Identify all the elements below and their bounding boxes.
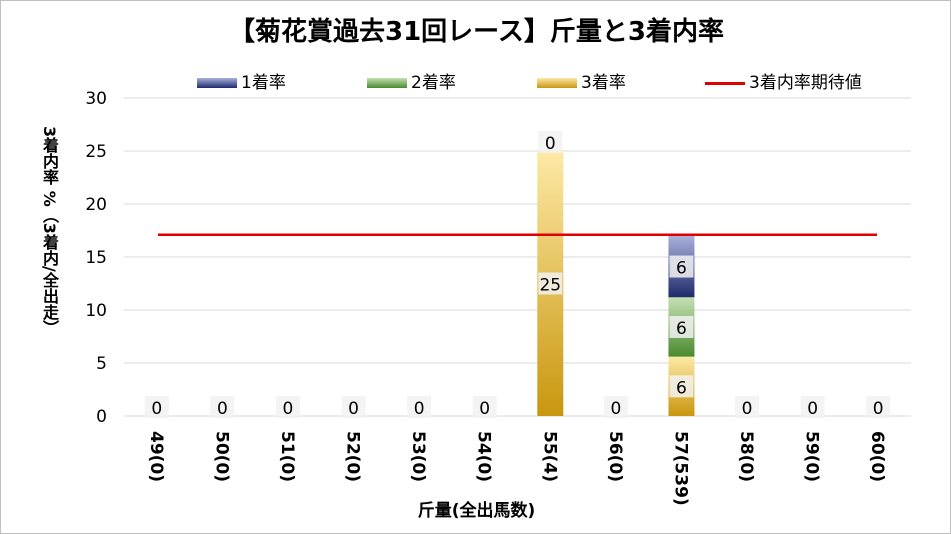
x-tick-label-56(0): 56(0) [605, 431, 625, 482]
data-label-bg-2着率-55(4) [538, 131, 563, 153]
data-label-3着率-58(0): 0 [742, 399, 753, 419]
y-tick-label-0: 0 [96, 407, 107, 427]
data-label-2着率-55(4): 0 [545, 134, 556, 154]
data-label-3着率-53(0): 0 [414, 399, 425, 419]
x-tick-label-49(0): 49(0) [146, 431, 166, 482]
chart-title: 【菊花賞過去31回レース】斤量と3着内率 [229, 17, 724, 47]
y-tick-label-5: 5 [96, 354, 107, 374]
data-label-3着率-59(0): 0 [807, 399, 818, 419]
y-tick-label-30: 30 [85, 89, 107, 109]
legend-label-1着率: 1着率 [241, 73, 286, 93]
data-label-bg-3着率-52(0) [341, 396, 366, 418]
x-tick-label-51(0): 51(0) [277, 431, 297, 482]
data-label-bg-3着率-57(539) [669, 375, 694, 398]
y-tick-label-10: 10 [85, 301, 107, 321]
x-tick-label-59(0): 59(0) [802, 431, 822, 482]
legend-item-1着率: 1着率 [197, 68, 286, 93]
data-label-1着率-57(539): 6 [676, 259, 687, 279]
x-axis-label: 斤量(全出馬数) [417, 501, 536, 521]
legend-item-2着率: 2着率 [367, 68, 456, 93]
x-tick-label-54(0): 54(0) [474, 431, 494, 482]
legend-swatch-3着率 [537, 78, 577, 88]
data-label-3着率-55(4): 25 [539, 276, 561, 296]
data-label-bg-3着率-60(0) [866, 396, 891, 418]
legend-swatch-1着率 [197, 78, 237, 88]
data-label-bg-3着率-55(4) [538, 272, 563, 295]
legend-item-3着率: 3着率 [537, 68, 626, 93]
legend-swatch-2着率 [367, 78, 407, 88]
legend-label-reference: 3着内率期待値 [749, 73, 862, 93]
x-tick-label-55(4): 55(4) [539, 431, 559, 482]
data-label-bg-3着率-56(0) [603, 396, 628, 418]
x-tick-label-52(0): 52(0) [343, 431, 363, 482]
data-label-3着率-51(0): 0 [283, 399, 294, 419]
data-label-bg-3着率-58(0) [735, 396, 760, 418]
x-tick-label-60(0): 60(0) [867, 431, 887, 482]
data-label-3着率-56(0): 0 [610, 399, 621, 419]
legend-label-3着率: 3着率 [581, 73, 626, 93]
data-label-3着率-54(0): 0 [479, 399, 490, 419]
y-tick-label-25: 25 [85, 142, 107, 162]
data-label-bg-1着率-57(539) [669, 255, 694, 278]
legend-label-2着率: 2着率 [411, 73, 456, 93]
x-tick-label-58(0): 58(0) [736, 431, 756, 482]
y-axis-label: 3着内率 %（3着内/全出走） [40, 126, 59, 336]
legend-item-reference: 3着内率期待値 [705, 68, 862, 93]
x-tick-label-53(0): 53(0) [408, 431, 428, 482]
data-label-bg-3着率-59(0) [800, 396, 825, 418]
data-label-bg-3着率-54(0) [472, 396, 497, 418]
data-label-3着率-49(0): 0 [151, 399, 162, 419]
data-label-3着率-57(539): 6 [676, 378, 687, 398]
x-tick-label-57(539): 57(539) [670, 431, 690, 506]
data-label-bg-3着率-53(0) [407, 396, 432, 418]
data-label-bg-3着率-50(0) [210, 396, 235, 418]
x-tick-label-50(0): 50(0) [211, 431, 231, 482]
y-tick-label-15: 15 [85, 248, 107, 268]
data-label-3着率-52(0): 0 [348, 399, 359, 419]
legend-line-reference [705, 81, 745, 85]
data-label-2着率-57(539): 6 [676, 319, 687, 339]
legend: 1着率 2着率 3着率 3着内率期待値 [1, 68, 950, 93]
data-label-bg-2着率-57(539) [669, 315, 694, 338]
data-label-3着率-60(0): 0 [873, 399, 884, 419]
y-tick-label-20: 20 [85, 195, 107, 215]
data-label-bg-3着率-49(0) [144, 396, 169, 418]
data-label-3着率-50(0): 0 [217, 399, 228, 419]
data-label-bg-3着率-51(0) [275, 396, 300, 418]
